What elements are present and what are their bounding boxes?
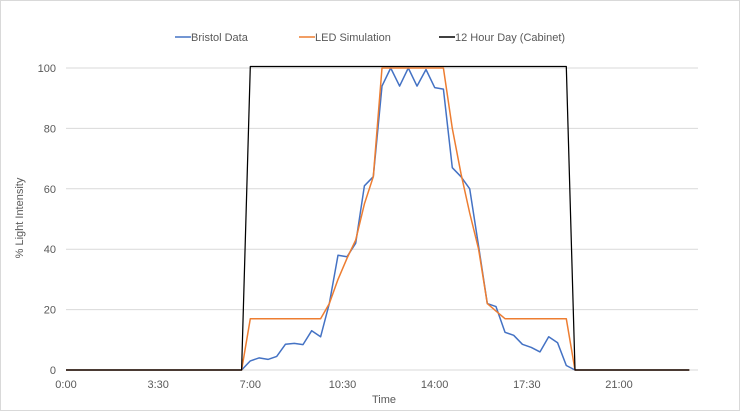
x-tick-label: 14:00 [421, 379, 449, 391]
y-axis-title: % Light Intensity [14, 177, 26, 258]
x-tick-label: 0:00 [55, 379, 76, 391]
x-axis-title: Time [372, 394, 396, 406]
y-tick-label: 40 [44, 244, 56, 256]
x-tick-label: 3:30 [147, 379, 168, 391]
legend-label: Bristol Data [191, 32, 249, 44]
legend-label: LED Simulation [315, 32, 391, 44]
series-line-2 [66, 67, 690, 371]
y-tick-label: 60 [44, 184, 56, 196]
gridlines [66, 67, 698, 371]
x-tick-label: 17:30 [513, 379, 541, 391]
y-tick-label: 0 [50, 365, 56, 377]
y-axis-ticks: 0 20 40 60 80 100 [38, 63, 56, 377]
series-line-3 [66, 65, 690, 371]
y-tick-label: 80 [44, 123, 56, 135]
series-lines [66, 65, 690, 371]
x-tick-label: 21:00 [605, 379, 633, 391]
legend-label: 12 Hour Day (Cabinet) [455, 32, 565, 44]
x-axis-ticks: 0:00 3:30 7:00 10:30 14:00 17:30 21:00 [55, 379, 632, 391]
y-tick-label: 20 [44, 305, 56, 317]
x-tick-label: 10:30 [329, 379, 357, 391]
x-tick-label: 7:00 [240, 379, 261, 391]
legend: Bristol Data LED Simulation 12 Hour Day (C… [175, 32, 565, 44]
y-tick-label: 100 [38, 63, 56, 75]
